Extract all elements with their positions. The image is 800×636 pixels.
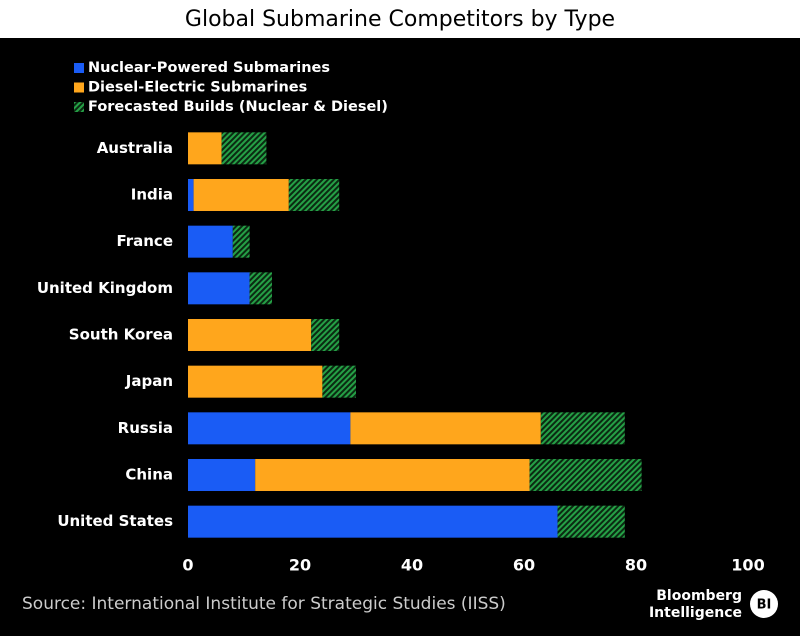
brand-badge	[750, 590, 778, 618]
brand-line: Bloomberg	[656, 588, 742, 604]
bar-segment	[232, 225, 250, 258]
y-tick-label: South Korea	[69, 326, 173, 344]
y-tick-label: France	[116, 232, 173, 250]
bar-segment	[193, 179, 289, 211]
y-tick-label: United Kingdom	[37, 279, 173, 297]
bar-segment	[255, 459, 530, 491]
legend-swatch	[74, 82, 84, 93]
x-tick-label: 0	[182, 556, 193, 575]
bar-segment	[249, 272, 272, 305]
x-tick-label: 100	[731, 556, 764, 575]
y-tick-label: India	[131, 186, 173, 204]
legend-label: Nuclear-Powered Submarines	[88, 60, 330, 76]
y-tick-label: Australia	[97, 139, 173, 157]
bar-segment	[311, 319, 340, 351]
source: Source: International Institute for Stra…	[22, 594, 506, 614]
bar-segment	[529, 459, 642, 491]
bar-segment	[322, 365, 356, 398]
brand-line: Intelligence	[649, 605, 742, 621]
y-tick-label: Japan	[125, 372, 173, 390]
chart-title: Global Submarine Competitors by Type	[185, 7, 615, 32]
bar-segment	[350, 412, 541, 445]
legend-swatch	[74, 63, 84, 73]
bar-segment	[188, 459, 256, 491]
bar-segment	[188, 505, 558, 538]
y-tick-label: China	[125, 466, 173, 484]
x-tick-label: 80	[625, 556, 647, 575]
legend-swatch	[74, 102, 84, 112]
x-tick-label: 20	[289, 556, 311, 575]
x-tick-label: 40	[401, 556, 423, 575]
brand-badge-text: BI	[757, 598, 772, 613]
bar-segment	[557, 505, 625, 538]
bar-segment	[188, 412, 351, 445]
bar-segment	[221, 132, 267, 165]
bar-segment	[188, 179, 194, 211]
bar-segment	[288, 179, 340, 211]
x-tick-label: 60	[513, 556, 535, 575]
y-tick-label: Russia	[118, 419, 173, 437]
bar-segment	[188, 132, 222, 165]
bar-segment	[188, 272, 250, 305]
bar-segment	[188, 365, 323, 398]
legend-label: Forecasted Builds (Nuclear & Diesel)	[88, 99, 388, 115]
title-background	[0, 0, 800, 38]
bar-segment	[188, 225, 233, 258]
bar-segment	[540, 412, 625, 445]
bar-segment	[188, 319, 312, 351]
legend-label: Diesel-Electric Submarines	[88, 80, 307, 96]
y-tick-label: United States	[57, 512, 173, 530]
